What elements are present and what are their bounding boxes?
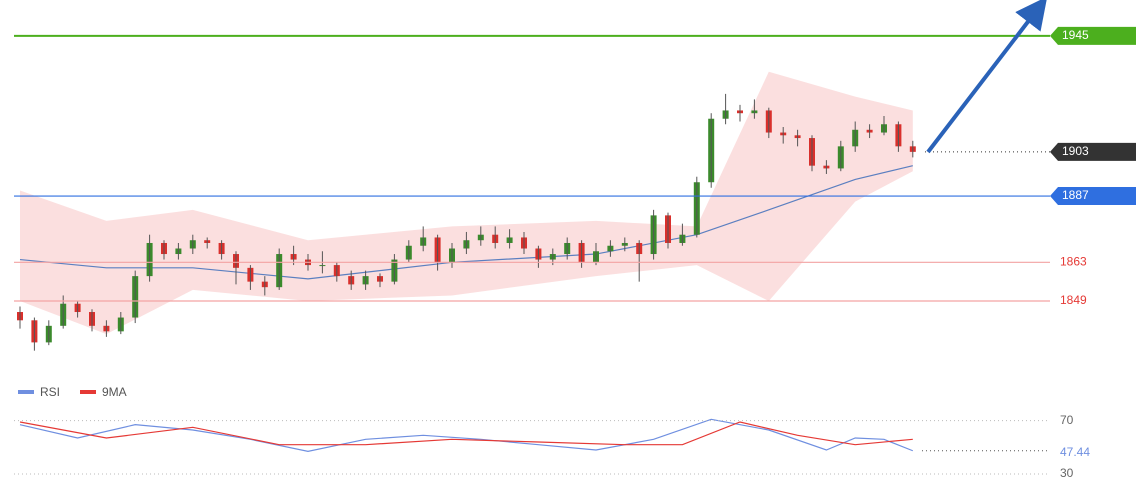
level-label: 1887 — [1062, 188, 1089, 202]
level-label: 1849 — [1060, 293, 1087, 307]
legend: RSI 9MA — [18, 385, 127, 399]
y-tick-label: 30 — [1060, 466, 1074, 480]
rsi-line — [19, 421, 913, 446]
level-label: 1863 — [1060, 254, 1087, 268]
current-rsi-label: 47.44 — [1060, 445, 1090, 459]
forecast-arrow — [926, 0, 1048, 154]
level-label-box — [1050, 142, 1136, 161]
legend-swatch — [80, 390, 96, 394]
y-tick-label: 70 — [1060, 413, 1074, 427]
rsi-line — [19, 418, 914, 452]
level-label: 1945 — [1062, 28, 1089, 42]
bollinger-band — [20, 71, 913, 335]
level-label: 1903 — [1062, 144, 1089, 158]
legend-label: RSI — [40, 385, 60, 399]
legend-label: 9MA — [102, 385, 127, 399]
level-label-box — [1050, 187, 1136, 206]
level-label-box — [1050, 26, 1136, 45]
legend-swatch — [18, 390, 34, 394]
